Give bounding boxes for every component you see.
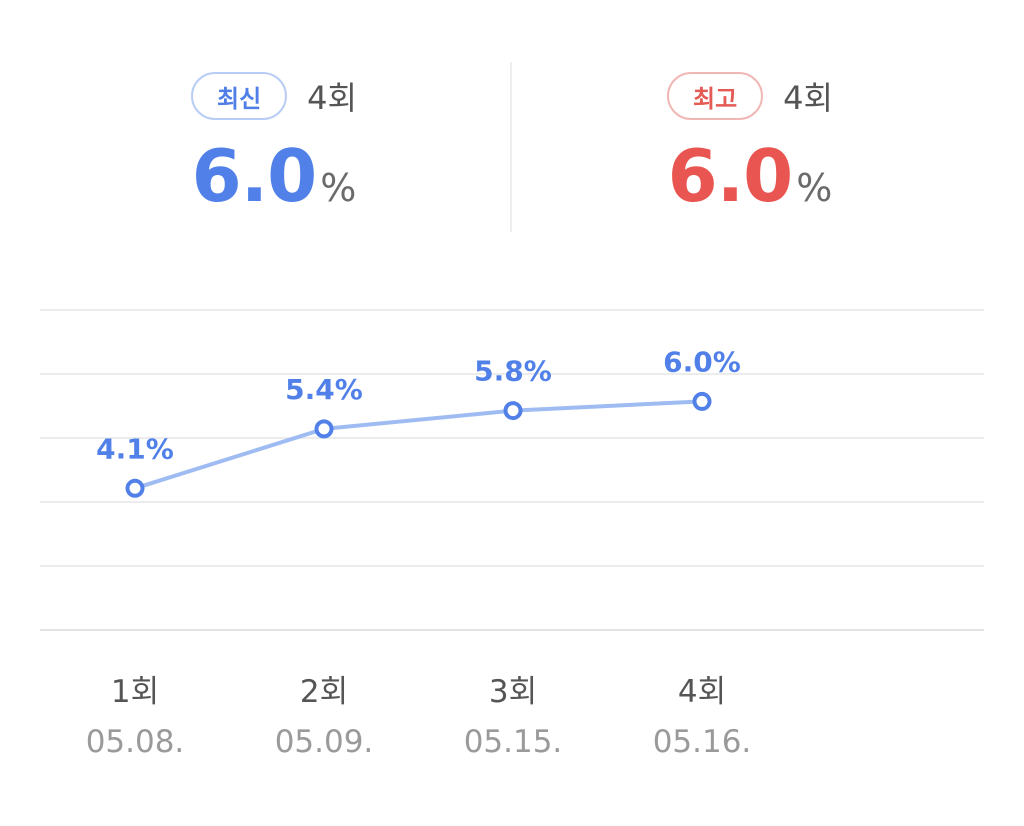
best-badge: 최고 <box>667 72 764 120</box>
summary-divider <box>510 62 512 232</box>
data-label: 5.4% <box>285 373 363 406</box>
x-tick-date: 05.08. <box>86 724 185 760</box>
data-point[interactable] <box>503 401 523 421</box>
chart-data-labels: 4.1% 5.4% 5.8% 6.0% <box>96 345 741 465</box>
latest-value: 6.0 <box>191 134 318 218</box>
x-tick-label: 1회 <box>111 674 159 710</box>
latest-value-row: 6.0 % <box>64 140 484 212</box>
latest-stat: 최신 4회 6.0 % <box>64 70 484 212</box>
best-value: 6.0 <box>667 134 794 218</box>
summary-panel: 최신 4회 6.0 % 최고 4회 6.0 % <box>0 0 1024 250</box>
data-label: 6.0% <box>663 345 741 378</box>
data-point[interactable] <box>692 391 712 411</box>
series-line <box>133 399 704 491</box>
x-tick-label: 3회 <box>489 674 537 710</box>
chart-points <box>125 391 712 498</box>
x-tick-date: 05.15. <box>464 724 563 760</box>
best-value-row: 6.0 % <box>540 140 960 212</box>
data-point[interactable] <box>314 419 334 439</box>
latest-unit: % <box>320 166 357 210</box>
chart-grid <box>40 309 984 631</box>
best-stat-header: 최고 4회 <box>540 70 960 122</box>
best-round: 4회 <box>783 79 833 117</box>
best-unit: % <box>796 166 833 210</box>
latest-badge: 최신 <box>191 72 288 120</box>
x-tick-label: 4회 <box>678 674 726 710</box>
data-label: 4.1% <box>96 432 174 465</box>
chart-x-axis: 1회 05.08. 2회 05.09. 3회 05.15. 4회 05.16. <box>86 674 752 760</box>
latest-round: 4회 <box>307 79 357 117</box>
best-stat: 최고 4회 6.0 % <box>540 70 960 212</box>
x-tick-label: 2회 <box>300 674 348 710</box>
chart-line-layer <box>133 399 704 491</box>
x-tick-date: 05.16. <box>653 724 752 760</box>
x-tick-date: 05.09. <box>275 724 374 760</box>
data-label: 5.8% <box>474 355 552 388</box>
latest-stat-header: 최신 4회 <box>64 70 484 122</box>
data-point[interactable] <box>125 478 145 498</box>
